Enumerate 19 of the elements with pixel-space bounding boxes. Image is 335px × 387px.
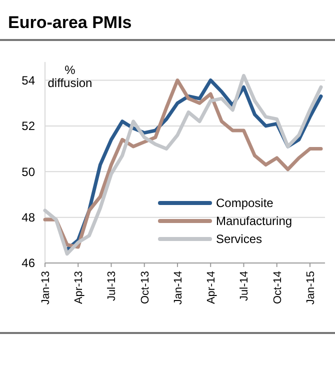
x-tick-label: Jul-14 [238,271,251,301]
legend-label: Manufacturing [216,214,292,228]
x-tick-label: Jul-13 [106,271,118,301]
x-tick-label: Apr-13 [73,271,86,304]
legend-label: Services [216,232,262,246]
chart-title: Euro-area PMIs [8,13,132,32]
y-tick-label: 54 [22,73,36,88]
y-tick-label: 46 [22,256,36,270]
legend-label: Composite [216,196,274,210]
x-tick-label: Jan-13 [40,271,52,305]
y-axis-title: % diffusion [48,63,92,90]
x-tick-label: Oct-14 [272,271,284,304]
x-tick-label: Apr-14 [206,271,218,304]
x-tick-label: Jan-14 [172,271,184,305]
y-tick-label: 52 [22,119,36,134]
y-tick-label: 48 [22,210,36,225]
y-tick-label: 50 [22,164,36,179]
x-tick-label: Jan-15 [304,271,317,305]
x-tick-label: Oct-13 [139,271,152,304]
